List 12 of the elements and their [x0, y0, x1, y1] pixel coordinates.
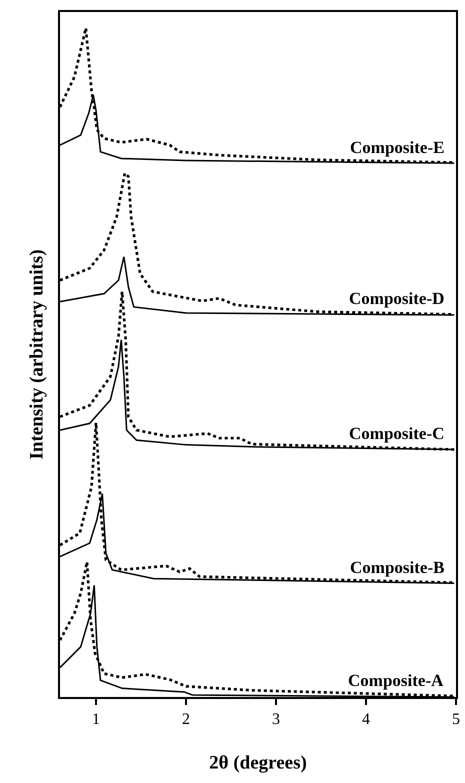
x-tick-label: 3 — [272, 710, 280, 728]
annotation: Composite-A — [348, 671, 444, 690]
x-axis-title: 2θ (degrees) — [209, 752, 307, 774]
annotation: Composite-C — [349, 424, 444, 443]
y-axis-title: Intensity (arbitrary units) — [26, 249, 48, 460]
x-tick-label: 1 — [92, 710, 100, 728]
x-tick-label: 5 — [452, 710, 460, 728]
x-tick-label: 2 — [182, 710, 190, 728]
annotation: Composite-D — [349, 289, 444, 308]
x-tick-label: 4 — [362, 710, 370, 728]
annotation: Composite-E — [350, 138, 444, 157]
annotation: Composite-B — [350, 558, 444, 577]
